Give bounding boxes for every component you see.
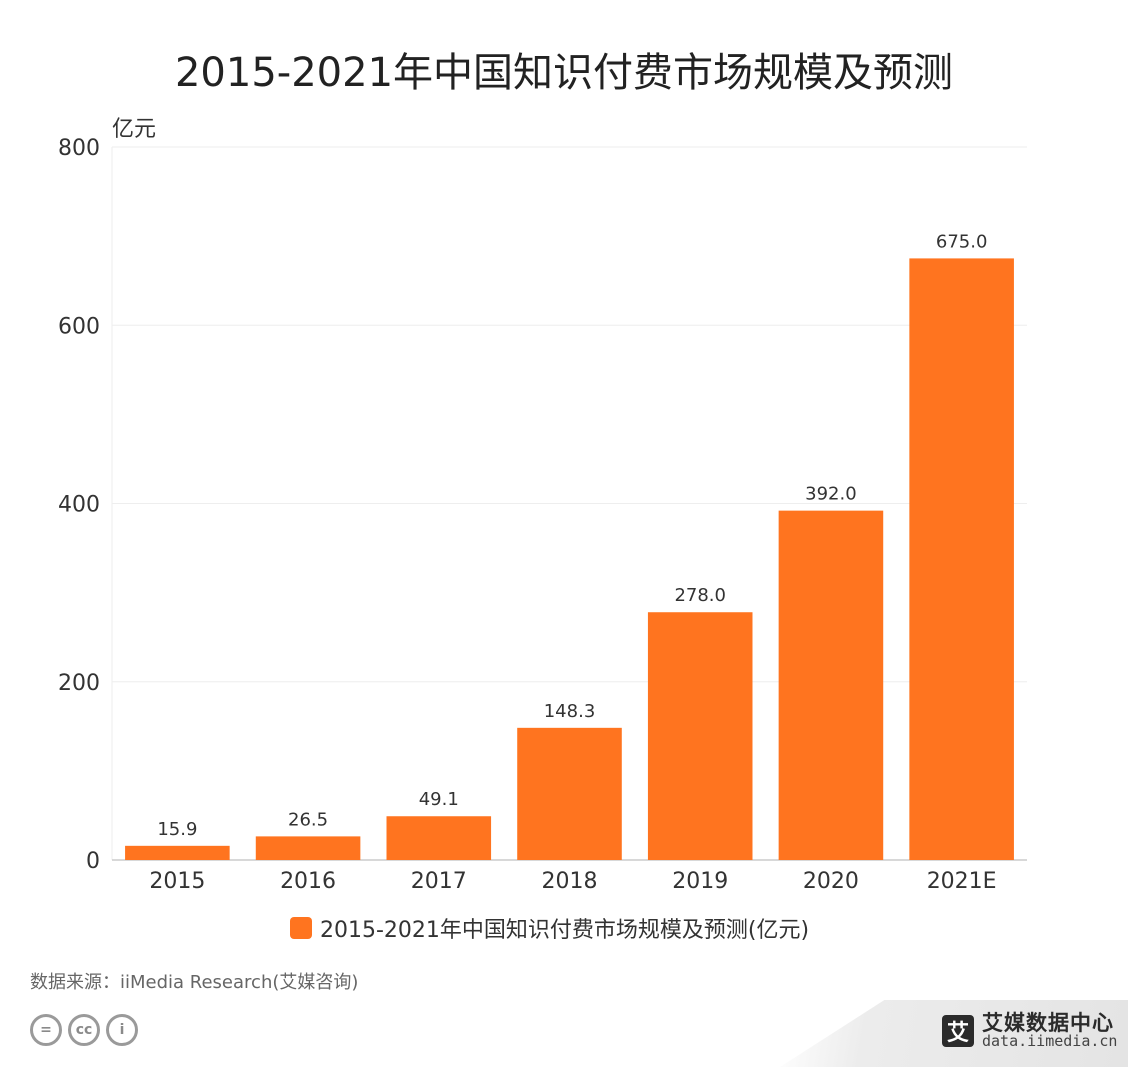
y-tick-label: 800 [58, 136, 100, 161]
bar[interactable] [517, 727, 622, 860]
x-tick-label: 2017 [411, 869, 467, 894]
bar-value-label: 278.0 [674, 585, 726, 606]
y-tick-label: 200 [58, 671, 100, 696]
bar[interactable] [778, 510, 884, 860]
legend-label: 2015-2021年中国知识付费市场规模及预测(亿元) [320, 918, 810, 943]
bar[interactable] [125, 845, 230, 860]
y-tick-label: 0 [86, 849, 100, 874]
bar-value-label: 148.3 [544, 701, 596, 722]
x-tick-label: 2020 [803, 869, 859, 894]
y-axis-unit-label: 亿元 [112, 117, 156, 142]
bar[interactable] [647, 612, 753, 860]
x-tick-label: 2016 [280, 869, 336, 894]
y-tick-label: 400 [58, 493, 100, 518]
x-tick-label: 2018 [542, 869, 598, 894]
brand: 艾 艾媒数据中心 data.iimedia.cn [942, 1012, 1117, 1050]
license-icons: = cc i [30, 1014, 138, 1046]
bar-value-label: 15.9 [157, 819, 197, 840]
chart-title: 2015-2021年中国知识付费市场规模及预测 [174, 50, 954, 96]
cc-icon: cc [68, 1014, 100, 1046]
bar-chart: 0 200 400 600 800 亿元 15.9 2015 26.5 2016 49.1 2017 1… [58, 117, 1027, 894]
bar-value-label: 675.0 [936, 231, 988, 252]
y-tick-label: 600 [58, 314, 100, 339]
cc-by-icon: i [106, 1014, 138, 1046]
bar-value-label: 26.5 [288, 809, 328, 830]
source-note: 数据来源：iiMedia Research(艾媒咨询) [30, 972, 359, 993]
x-tick-label: 2021E [927, 869, 997, 894]
cc-nd-icon: = [30, 1014, 62, 1046]
brand-name: 艾媒数据中心 [982, 1011, 1114, 1035]
bar-value-label: 49.1 [419, 789, 459, 810]
bar[interactable] [255, 836, 361, 860]
bar-value-label: 392.0 [805, 484, 857, 505]
bar[interactable] [386, 816, 492, 860]
x-tick-label: 2019 [672, 869, 728, 894]
legend-swatch [290, 917, 312, 939]
brand-url: data.iimedia.cn [982, 1032, 1118, 1051]
legend[interactable]: 2015-2021年中国知识付费市场规模及预测(亿元) [290, 912, 809, 944]
brand-logo: 艾 [942, 1014, 974, 1047]
x-tick-label: 2015 [149, 869, 205, 894]
bar[interactable] [909, 258, 1014, 860]
